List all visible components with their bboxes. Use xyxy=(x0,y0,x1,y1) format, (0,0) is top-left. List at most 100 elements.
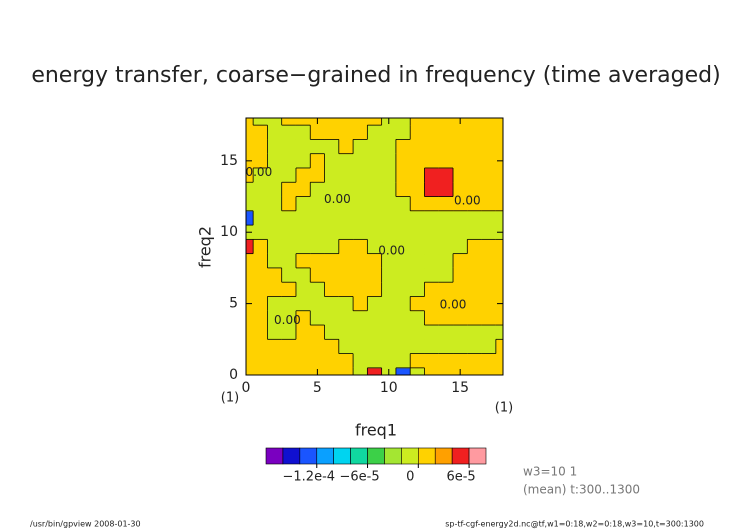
contour-cell xyxy=(338,225,354,240)
y-tick-label: 0 xyxy=(229,367,238,383)
contour-cell xyxy=(410,367,425,376)
contour-cell xyxy=(453,125,468,140)
contour-cell xyxy=(338,118,354,126)
contour-cell xyxy=(253,210,268,226)
contour-cell xyxy=(353,139,368,155)
contour-cell xyxy=(424,182,440,197)
contour-cell xyxy=(424,339,440,354)
colorbar-tick-label: 0 xyxy=(406,470,414,485)
contour-cell xyxy=(253,139,268,155)
contour-cell xyxy=(438,153,454,169)
contour-cell xyxy=(338,196,354,212)
contour-cell xyxy=(438,367,454,376)
contour-cell xyxy=(467,325,482,340)
contour-cell xyxy=(338,167,354,183)
contour-cell xyxy=(267,196,283,212)
contour-cell xyxy=(338,153,354,169)
contour-cell xyxy=(353,225,368,240)
colorbar-box xyxy=(367,447,385,465)
contour-cell xyxy=(367,118,383,126)
contour-cell xyxy=(267,367,283,376)
contour-cell xyxy=(453,267,468,283)
contour-cell xyxy=(281,225,297,240)
contour-cell xyxy=(295,210,311,226)
contour-cell xyxy=(395,118,411,126)
contour-cell xyxy=(253,282,268,297)
contour-cell xyxy=(310,196,325,212)
contour-cell xyxy=(353,296,368,312)
contour-cell xyxy=(267,325,283,340)
contour-cell xyxy=(481,353,497,369)
contour-cell xyxy=(267,239,283,255)
contour-cell xyxy=(467,253,482,269)
contour-cell xyxy=(253,182,268,197)
contour-cell xyxy=(324,210,340,226)
contour-cell xyxy=(395,253,411,269)
contour-cell xyxy=(281,139,297,155)
contour-cell xyxy=(310,339,325,354)
contour-cell xyxy=(481,153,497,169)
contour-cell xyxy=(367,182,383,197)
contour-cell xyxy=(395,182,411,197)
contour-cell xyxy=(281,253,297,269)
contour-cell xyxy=(367,367,383,376)
contour-cell xyxy=(481,118,497,126)
contour-cell xyxy=(253,267,268,283)
contour-cell xyxy=(267,353,283,369)
contour-cell xyxy=(338,367,354,376)
contour-cell xyxy=(395,210,411,226)
contour-cell xyxy=(281,282,297,297)
contour-cell xyxy=(467,296,482,312)
contour-cell xyxy=(395,296,411,312)
footer-left: /usr/bin/gpview 2008-01-30 xyxy=(30,520,141,529)
contour-cell xyxy=(324,282,340,297)
contour-cell xyxy=(424,196,440,212)
contour-cell xyxy=(324,118,340,126)
contour-cell xyxy=(438,167,454,183)
contour-cell xyxy=(353,325,368,340)
colorbar-box xyxy=(468,447,487,465)
contour-cell xyxy=(395,310,411,326)
contour-cell xyxy=(410,153,425,169)
contour-cell xyxy=(253,153,268,169)
contour-cell xyxy=(395,139,411,155)
contour-cell xyxy=(467,239,482,255)
contour-cell xyxy=(453,253,468,269)
contour-label: 0.00 xyxy=(245,165,272,179)
contour-cell xyxy=(438,118,454,126)
contour-cell xyxy=(253,325,268,340)
contour-cell xyxy=(338,210,354,226)
contour-cell xyxy=(310,325,325,340)
contour-cell xyxy=(353,182,368,197)
contour-cell xyxy=(424,267,440,283)
contour-cell xyxy=(410,282,425,297)
contour-cell xyxy=(338,139,354,155)
contour-cell xyxy=(410,225,425,240)
contour-cell xyxy=(410,353,425,369)
contour-cell xyxy=(395,153,411,169)
contour-cell xyxy=(453,310,468,326)
contour-cell xyxy=(281,118,297,126)
contour-cell xyxy=(246,125,254,140)
contour-cell xyxy=(381,282,397,297)
contour-cell xyxy=(324,339,340,354)
contour-cell xyxy=(395,267,411,283)
contour-cell xyxy=(367,139,383,155)
contour-cell xyxy=(281,353,297,369)
contour-cell xyxy=(410,253,425,269)
contour-cell xyxy=(246,118,254,126)
contour-cell xyxy=(338,282,354,297)
contour-cell xyxy=(295,296,311,312)
contour-cell xyxy=(367,167,383,183)
contour-cell xyxy=(395,196,411,212)
contour-cell xyxy=(467,167,482,183)
contour-cell xyxy=(467,153,482,169)
contour-cell xyxy=(395,367,411,376)
contour-cell xyxy=(495,182,504,197)
contour-cell xyxy=(410,339,425,354)
contour-cell xyxy=(438,253,454,269)
contour-cell xyxy=(410,296,425,312)
contour-cell xyxy=(410,310,425,326)
colorbar-tick-label: 6e-5 xyxy=(446,470,475,485)
contour-cell xyxy=(353,253,368,269)
